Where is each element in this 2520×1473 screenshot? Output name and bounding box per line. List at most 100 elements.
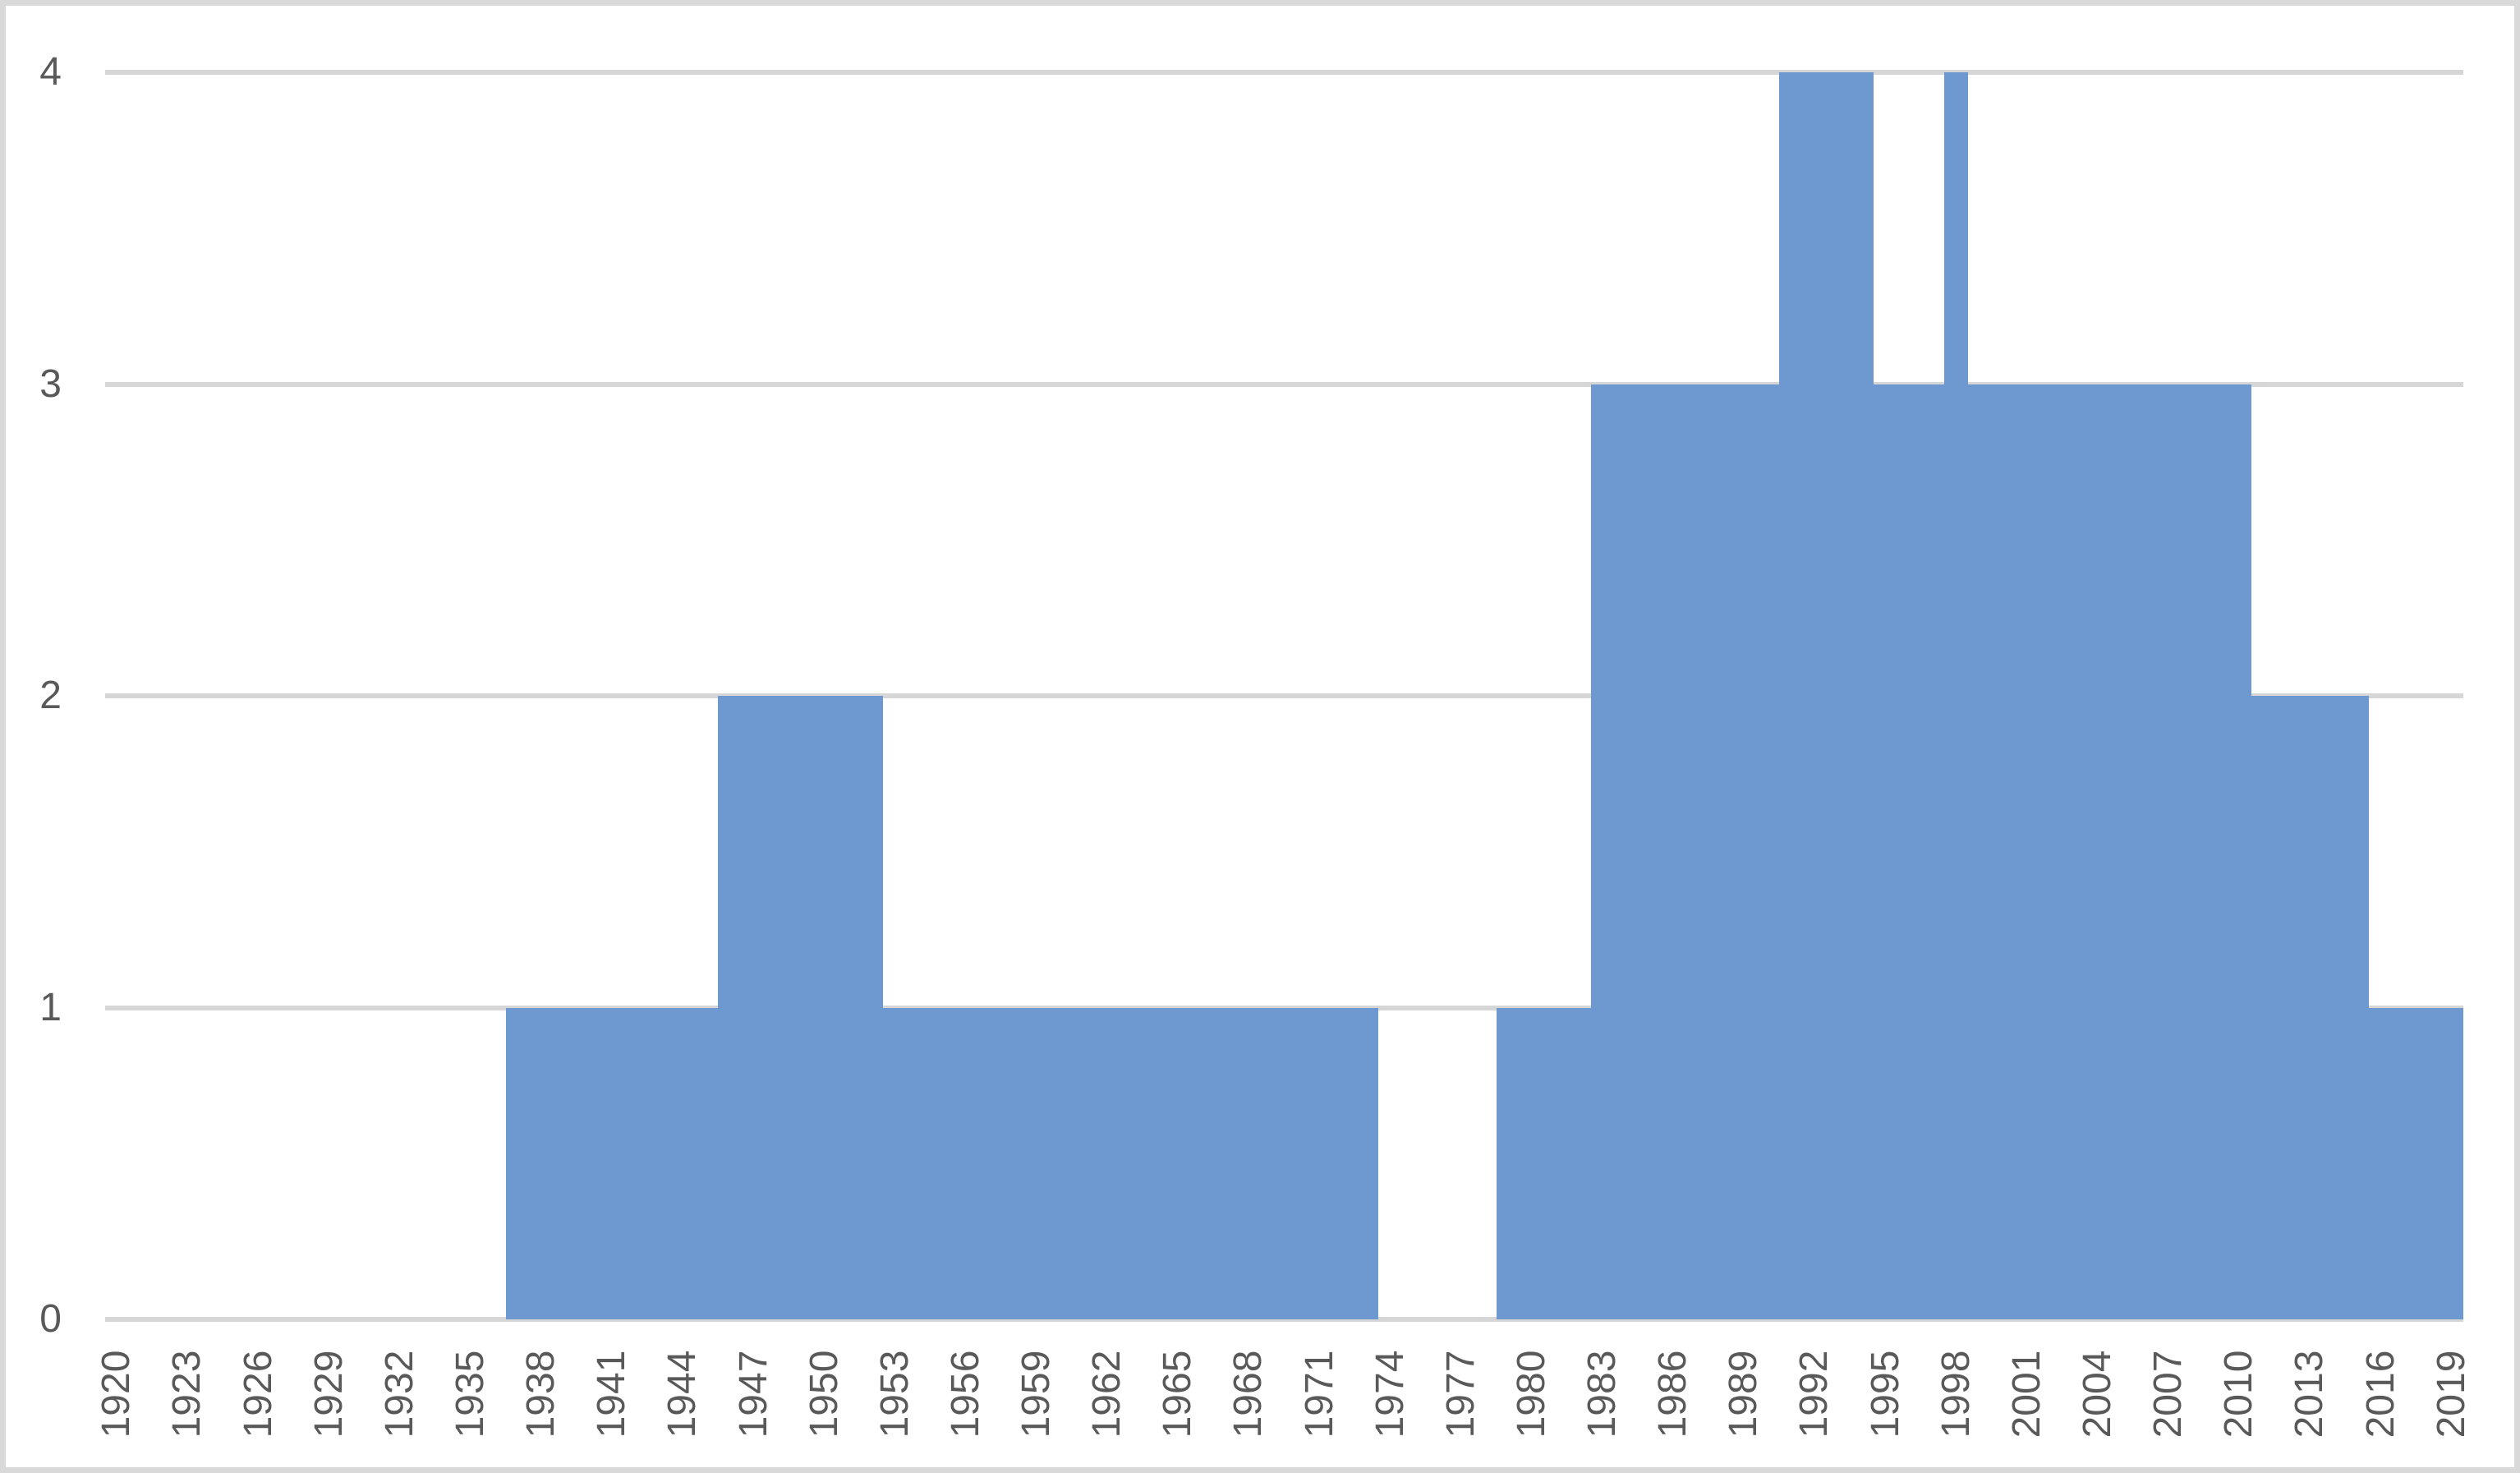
bar-1987 <box>1685 384 1708 1319</box>
bar-1945 <box>695 1007 718 1319</box>
x-axis-tick-label: 1962 <box>1085 1350 1129 1438</box>
bar-1992 <box>1803 72 1827 1319</box>
bar-1993 <box>1827 72 1851 1319</box>
bar-1965 <box>1166 1007 1190 1319</box>
x-axis-tick-label: 1935 <box>448 1350 492 1438</box>
bar-2004 <box>2086 384 2109 1319</box>
bar-2001 <box>2016 384 2039 1319</box>
x-axis-tick-label: 1929 <box>306 1350 351 1438</box>
bar-2015 <box>2345 696 2369 1319</box>
bar-1948 <box>766 696 789 1319</box>
bar-1946 <box>718 696 742 1319</box>
x-axis-tick-label: 1923 <box>165 1350 209 1438</box>
x-axis-tick-label: 1926 <box>236 1350 280 1438</box>
x-axis-tick-label: 1983 <box>1580 1350 1625 1438</box>
bar-1938 <box>530 1007 553 1319</box>
x-axis-tick-label: 2010 <box>2217 1350 2261 1438</box>
bar-1941 <box>600 1007 624 1319</box>
bar-1985 <box>1638 384 1662 1319</box>
x-axis-tick-label: 1977 <box>1438 1350 1483 1438</box>
bar-1953 <box>883 1007 907 1319</box>
bar-1966 <box>1190 1007 1213 1319</box>
x-axis-tick-label: 1995 <box>1863 1350 1907 1438</box>
y-axis-tick-label: 1 <box>39 985 62 1029</box>
x-axis-tick-label: 1953 <box>872 1350 917 1438</box>
bar-1982 <box>1567 1007 1591 1319</box>
bar-1988 <box>1708 384 1732 1319</box>
bar-1996 <box>1897 384 1921 1319</box>
x-axis-tick-label: 1950 <box>802 1350 846 1438</box>
bar-1952 <box>860 696 883 1319</box>
bar-1947 <box>742 696 766 1319</box>
bar-1991 <box>1779 72 1803 1319</box>
bar-1971 <box>1308 1007 1331 1319</box>
bar-1940 <box>577 1007 600 1319</box>
bar-1954 <box>907 1007 931 1319</box>
y-axis-tick-label: 2 <box>39 674 62 717</box>
gridline-y0 <box>105 1317 2463 1322</box>
bar-1950 <box>812 696 836 1319</box>
x-axis-tick-label: 2004 <box>2075 1350 2119 1438</box>
bar-1986 <box>1662 384 1685 1319</box>
x-axis-tick-label: 1968 <box>1226 1350 1271 1438</box>
bar-1995 <box>1874 384 1897 1319</box>
bar-1981 <box>1543 1007 1567 1319</box>
bar-2007 <box>2157 384 2180 1319</box>
bar-1955 <box>931 1007 954 1319</box>
x-axis-tick-label: 1980 <box>1509 1350 1553 1438</box>
x-axis-tick-label: 1986 <box>1651 1350 1695 1438</box>
bar-2012 <box>2274 696 2298 1319</box>
bar-1980 <box>1520 1007 1543 1319</box>
x-axis-tick-label: 1965 <box>1156 1350 1200 1438</box>
gridline-y3 <box>105 381 2463 387</box>
bar-1942 <box>624 1007 647 1319</box>
bar-1969 <box>1261 1007 1285 1319</box>
bar-1958 <box>1001 1007 1025 1319</box>
bar-1962 <box>1096 1007 1120 1319</box>
bar-1967 <box>1213 1007 1237 1319</box>
x-axis-tick-label: 1944 <box>660 1350 705 1438</box>
bar-2008 <box>2180 384 2204 1319</box>
x-axis-tick-label: 1998 <box>1934 1350 1978 1438</box>
bar-1997 <box>1921 384 1944 1319</box>
x-axis-tick-label: 1920 <box>94 1350 139 1438</box>
bar-1959 <box>1025 1007 1048 1319</box>
bar-2017 <box>2393 1007 2417 1319</box>
gridline-y2 <box>105 693 2463 698</box>
x-axis-tick-label: 1932 <box>377 1350 421 1438</box>
bar-1937 <box>506 1007 530 1319</box>
y-axis-tick-label: 4 <box>39 50 62 94</box>
bar-2011 <box>2251 696 2274 1319</box>
bar-1956 <box>954 1007 977 1319</box>
bar-2009 <box>2204 384 2228 1319</box>
gridline-y4 <box>105 70 2463 75</box>
bar-2014 <box>2322 696 2345 1319</box>
bar-1999 <box>1968 384 1992 1319</box>
bar-2018 <box>2417 1007 2440 1319</box>
x-axis-tick-label: 1974 <box>1368 1350 1412 1438</box>
bar-1944 <box>671 1007 695 1319</box>
bar-2010 <box>2228 384 2251 1319</box>
bar-2013 <box>2298 696 2322 1319</box>
bar-1943 <box>647 1007 671 1319</box>
x-axis-tick-label: 1956 <box>943 1350 987 1438</box>
bar-2002 <box>2039 384 2062 1319</box>
bar-1990 <box>1756 384 1779 1319</box>
bar-1939 <box>553 1007 577 1319</box>
y-axis-tick-label: 0 <box>39 1297 62 1341</box>
bar-1970 <box>1285 1007 1308 1319</box>
bar-2005 <box>2109 384 2133 1319</box>
x-axis-tick-label: 1959 <box>1014 1350 1059 1438</box>
bar-1957 <box>977 1007 1001 1319</box>
bar-1979 <box>1497 1007 1520 1319</box>
bar-1964 <box>1143 1007 1166 1319</box>
bar-1961 <box>1072 1007 1096 1319</box>
bar-1972 <box>1331 1007 1355 1319</box>
x-axis-tick-label: 2019 <box>2429 1350 2473 1438</box>
bar-2003 <box>2062 384 2086 1319</box>
bar-1994 <box>1851 72 1874 1319</box>
bar-2016 <box>2369 1007 2393 1319</box>
bar-1949 <box>789 696 812 1319</box>
x-axis-tick-label: 1989 <box>1722 1350 1766 1438</box>
